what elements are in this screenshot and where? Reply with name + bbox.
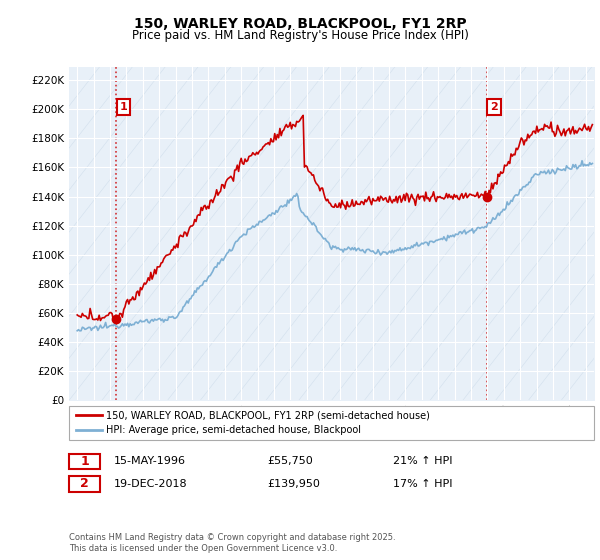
- Text: HPI: Average price, semi-detached house, Blackpool: HPI: Average price, semi-detached house,…: [106, 425, 361, 435]
- Text: 2: 2: [490, 102, 498, 112]
- Text: 19-DEC-2018: 19-DEC-2018: [114, 479, 188, 489]
- Text: 150, WARLEY ROAD, BLACKPOOL, FY1 2RP (semi-detached house): 150, WARLEY ROAD, BLACKPOOL, FY1 2RP (se…: [106, 410, 430, 421]
- Text: £55,750: £55,750: [267, 456, 313, 466]
- Text: 2: 2: [80, 477, 89, 491]
- Text: £139,950: £139,950: [267, 479, 320, 489]
- Text: Contains HM Land Registry data © Crown copyright and database right 2025.
This d: Contains HM Land Registry data © Crown c…: [69, 533, 395, 553]
- Text: Price paid vs. HM Land Registry's House Price Index (HPI): Price paid vs. HM Land Registry's House …: [131, 29, 469, 42]
- Text: 1: 1: [119, 102, 127, 112]
- Text: 21% ↑ HPI: 21% ↑ HPI: [393, 456, 452, 466]
- Text: 15-MAY-1996: 15-MAY-1996: [114, 456, 186, 466]
- Text: 17% ↑ HPI: 17% ↑ HPI: [393, 479, 452, 489]
- Text: 150, WARLEY ROAD, BLACKPOOL, FY1 2RP: 150, WARLEY ROAD, BLACKPOOL, FY1 2RP: [134, 17, 466, 31]
- Text: 1: 1: [80, 455, 89, 468]
